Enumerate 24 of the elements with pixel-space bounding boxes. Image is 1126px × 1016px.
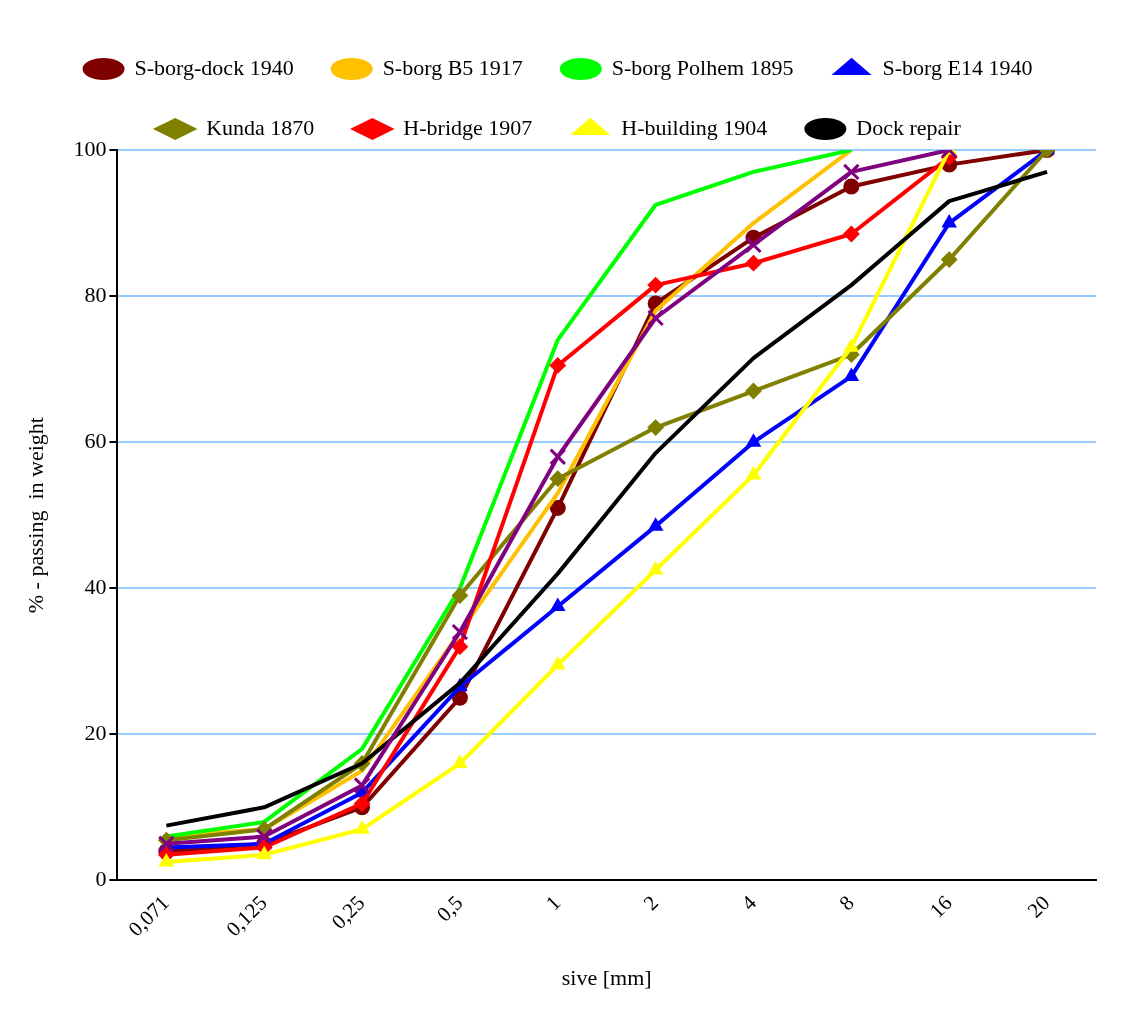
legend-label: S-borg-dock 1940	[134, 54, 294, 80]
legend-label: S-borg B5 1917	[382, 54, 523, 80]
legend-label: H-building 1904	[621, 114, 768, 140]
legend-label: Dock repair	[856, 114, 962, 140]
x-axis-title: sive [mm]	[561, 964, 652, 990]
x-tick-label: 1	[540, 890, 566, 916]
x-tick-label: 0,25	[326, 890, 370, 934]
legend-label: S-borg E14 1940	[882, 54, 1033, 80]
y-tick-label: 60	[84, 427, 107, 453]
x-tick-label: 20	[1022, 890, 1055, 923]
y-tick-label: 40	[84, 574, 107, 599]
legend-label: S-borg Polhem 1895	[611, 54, 794, 80]
x-tick-label: 0,5	[431, 890, 468, 927]
x-tick-label: 16	[924, 890, 957, 923]
y-tick-label: 80	[84, 281, 107, 307]
y-tick-label: 0	[95, 866, 107, 892]
x-tick-label: 2	[638, 890, 664, 916]
legend-label: Kunda 1870	[206, 114, 315, 140]
x-tick-label: 8	[834, 890, 859, 916]
y-tick-label: 100	[73, 135, 107, 161]
x-tick-label: 4	[736, 890, 762, 916]
y-axis-title: % - passing in weight	[22, 417, 48, 614]
y-tick-label: 20	[84, 720, 107, 746]
legend-label: H-bridge 1907	[403, 114, 533, 140]
